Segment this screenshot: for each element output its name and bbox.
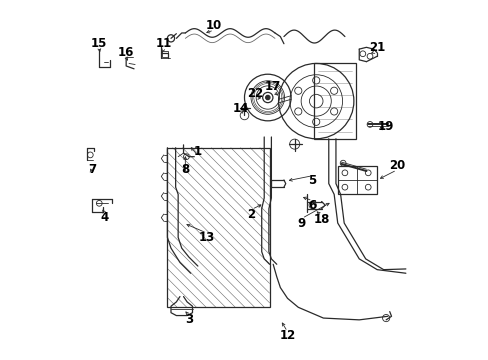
Text: 6: 6 <box>308 199 316 212</box>
Text: 21: 21 <box>368 41 385 54</box>
Text: 20: 20 <box>388 159 404 172</box>
Text: 12: 12 <box>279 329 295 342</box>
Text: 22: 22 <box>246 87 263 100</box>
Text: 13: 13 <box>198 231 215 244</box>
Text: 8: 8 <box>181 163 189 176</box>
Bar <box>314 63 355 139</box>
Text: 2: 2 <box>247 208 255 221</box>
Circle shape <box>265 95 269 100</box>
Text: 11: 11 <box>155 37 172 50</box>
Bar <box>162 50 167 57</box>
Text: 1: 1 <box>193 145 202 158</box>
Text: 16: 16 <box>118 46 134 59</box>
Text: 7: 7 <box>88 163 96 176</box>
Text: 10: 10 <box>205 19 222 32</box>
Text: 18: 18 <box>313 213 329 226</box>
Text: 9: 9 <box>297 216 305 230</box>
Bar <box>337 166 376 194</box>
Text: 19: 19 <box>377 120 393 133</box>
Text: 3: 3 <box>184 313 193 327</box>
Text: 14: 14 <box>232 102 248 115</box>
Text: 15: 15 <box>91 37 107 50</box>
Bar <box>167 148 269 307</box>
Text: 4: 4 <box>101 211 108 224</box>
Text: 5: 5 <box>308 174 316 186</box>
Text: 17: 17 <box>264 80 281 93</box>
